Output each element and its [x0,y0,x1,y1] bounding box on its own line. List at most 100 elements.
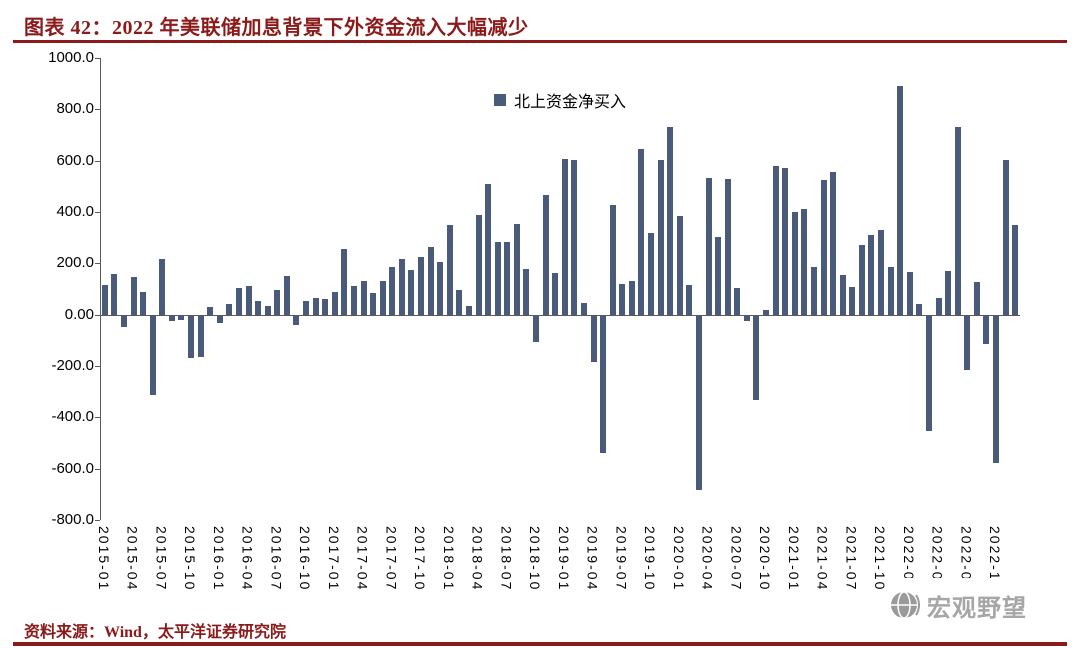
x-tick-label: 2022-04 [929,526,946,592]
bar-2021-08 [858,244,865,315]
bar-2017-07 [389,267,396,315]
x-tick-label: 2019-10 [642,526,659,592]
bar-2016-09 [293,315,300,325]
x-tick-label: 2015-07 [153,526,170,592]
bar-2016-08 [283,276,290,315]
bar-2016-02 [226,304,233,315]
x-tick-label: 2017-01 [325,526,342,592]
bar-2021-04 [820,179,827,315]
bar-2021-09 [868,234,875,315]
bar-2018-07 [504,241,511,315]
x-tick-label: 2021-07 [843,526,860,592]
bar-2017-02 [341,249,348,315]
bar-2016-04 [245,286,252,315]
bar-2018-10 [533,315,540,343]
x-tick-label: 2020-10 [757,526,774,592]
bar-2020-12 [782,167,789,315]
bar-2017-05 [370,292,377,315]
x-tick-label: 2022-10 [987,526,1004,592]
bar-2019-08 [628,281,635,315]
bar-2018-06 [494,241,501,315]
x-tick-label: 2015-04 [124,526,141,592]
bar-2022-03 [925,315,932,432]
bar-2018-01 [446,224,453,315]
bar-2022-01 [906,271,913,315]
bar-2015-07 [159,259,166,315]
y-tick-mark [95,109,100,111]
bar-2015-10 [188,315,195,358]
bar-2021-11 [887,267,894,315]
x-tick-label: 2020-07 [728,526,745,592]
bar-2019-07 [619,283,626,315]
bar-2020-10 [763,309,770,315]
y-tick-label: 600.0 [56,151,94,169]
x-tick-label: 2015-10 [182,526,199,592]
bar-2017-09 [408,269,415,315]
bar-2017-03 [350,286,357,315]
bar-2019-10 [648,232,655,315]
title-rule [13,40,1067,43]
x-tick-label: 2019-01 [555,526,572,592]
chart-title: 图表 42：2022 年美联储加息背景下外资金流入大幅减少 [24,17,529,39]
bar-2020-07 [734,287,741,315]
y-tick-mark [95,366,100,367]
bar-2022-04 [935,298,942,315]
bar-2018-12 [552,273,559,315]
bar-2019-01 [561,158,568,315]
bar-2020-08 [743,315,750,322]
watermark-text: 宏观野望 [927,595,1027,622]
bar-2017-04 [360,281,367,315]
x-tick-label: 2019-04 [584,526,601,592]
bar-2022-02 [916,304,923,315]
legend-swatch [493,94,506,106]
bar-2021-10 [878,230,885,315]
legend-label: 北上资金净买入 [513,94,627,111]
x-tick-label: 2019-07 [613,526,630,592]
bar-2019-12 [667,127,674,315]
bar-2021-06 [839,275,846,315]
bar-2015-01 [101,285,108,315]
bar-2015-03 [120,315,127,328]
bar-2020-03 [695,315,702,490]
x-tick-label: 2021-10 [872,526,889,592]
y-tick-mark [95,212,100,213]
y-tick-label: 800.0 [56,100,94,118]
x-tick-label: 2016-01 [210,526,227,592]
y-tick-mark [95,417,100,419]
source-note: 资料来源：Wind，太平洋证券研究院 [24,624,286,641]
bar-2022-11 [1002,160,1009,315]
bar-2021-05 [830,172,837,315]
bar-2017-11 [427,246,434,315]
y-tick-label: -600.0 [51,459,94,477]
bar-2019-05 [600,315,607,454]
x-tick-label: 2020-01 [670,526,687,592]
bar-2022-10 [993,315,1000,463]
bar-2017-06 [379,281,386,315]
bar-2016-06 [264,305,271,315]
bar-2020-02 [686,284,693,315]
bar-2021-12 [897,86,904,315]
bar-2018-09 [523,269,530,315]
y-tick-label: 400.0 [56,203,94,220]
x-tick-label: 2016-04 [239,526,256,592]
bar-2022-07 [964,315,971,370]
bar-2015-02 [111,273,118,315]
bar-2020-09 [753,315,760,400]
bar-2016-03 [235,287,242,315]
bar-2015-12 [207,306,214,315]
x-tick-label: 2021-01 [785,526,802,592]
y-tick-mark [95,58,100,59]
legend: 北上资金净买入 [493,88,627,112]
bar-2020-06 [724,179,731,315]
bar-2020-04 [705,177,712,315]
bar-2018-02 [456,289,463,315]
bar-2019-09 [638,148,645,315]
bar-2019-02 [571,159,578,315]
zero-axis-line [100,314,1020,316]
bar-2022-12 [1012,224,1019,315]
bar-2019-11 [657,159,664,315]
bar-2020-05 [715,237,722,315]
bar-2021-03 [810,266,817,315]
y-tick-mark [95,314,100,316]
